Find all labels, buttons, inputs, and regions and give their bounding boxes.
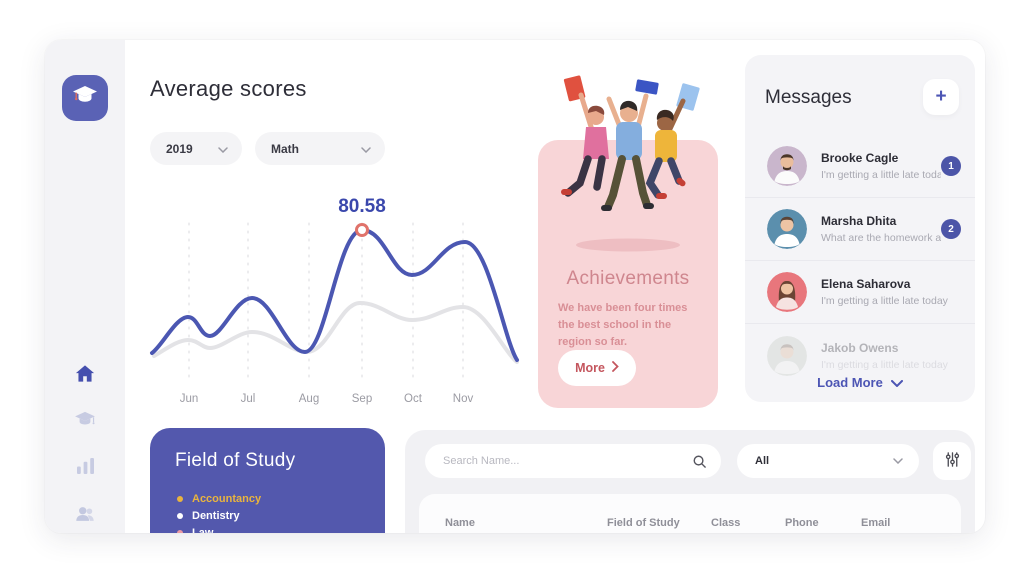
graduation-cap-icon [72,84,98,113]
message-item[interactable]: Jakob Owens I'm getting a little late to… [745,324,975,387]
field-item-law[interactable]: Law [177,524,261,533]
table-header-phone: Phone [785,517,819,529]
field-of-study-list: Accountancy Dentistry Law [177,490,261,533]
chevron-down-icon [890,375,903,390]
svg-text:Aug: Aug [299,393,319,405]
message-preview: I'm getting a little late today [821,295,948,307]
filter-dropdown[interactable]: All [737,444,919,478]
messages-title: Messages [765,87,852,108]
page-title: Average scores [150,76,307,101]
bar-chart-icon [76,457,95,479]
field-item-accountancy[interactable]: Accountancy [177,490,261,507]
year-dropdown[interactable]: 2019 [150,132,242,165]
search-input[interactable] [425,455,692,467]
field-item-dentistry[interactable]: Dentistry [177,507,261,524]
plus-icon: + [935,86,947,107]
students-table-section: All Name Field of Study Class Phone Emai… [405,430,975,533]
filter-dropdown-value: All [755,455,770,467]
year-dropdown-value: 2019 [166,141,193,156]
avatar [767,146,807,186]
chart-annotation-value: 80.58 [338,196,386,217]
achievements-more-button[interactable]: More [558,350,636,386]
subject-dropdown-value: Math [271,141,299,156]
unread-badge: 2 [941,219,961,239]
message-sender: Elena Saharova [821,277,911,291]
legend-dot [177,512,183,519]
table-header-field-of-study: Field of Study [607,517,680,529]
achievements-title: Achievements [566,268,690,289]
message-preview: I'm getting a little late today [821,169,941,181]
chart-series-current [150,227,519,362]
message-sender: Jakob Owens [821,340,899,355]
chart-gridlines [188,222,464,383]
graduation-cap-icon [74,411,96,434]
advanced-filter-button[interactable] [933,442,971,480]
chart-highlight-marker[interactable] [355,223,369,237]
load-more-button[interactable]: Load More [795,375,925,390]
app-window: Average scores 2019 Math [45,40,985,533]
sliders-icon [944,451,961,471]
chevron-down-icon [218,142,228,156]
svg-text:Sep: Sep [352,393,372,405]
table-header-email: Email [861,517,891,529]
message-item[interactable]: Marsha Dhita What are the homework assi.… [745,198,975,261]
messages-list: Brooke Cagle I'm getting a little late t… [745,135,975,387]
message-sender: Marsha Dhita [821,214,897,228]
sidebar-item-students[interactable] [45,498,125,533]
legend-dot [177,495,183,502]
sidebar-item-statistics[interactable] [45,450,125,486]
svg-text:Jul: Jul [241,393,256,405]
sidebar [45,40,125,533]
chevron-right-icon [612,361,619,375]
message-preview: What are the homework assi... [821,232,941,244]
message-item[interactable]: Brooke Cagle I'm getting a little late t… [745,135,975,198]
sidebar-item-home[interactable] [45,358,125,394]
message-item[interactable]: Elena Saharova I'm getting a little late… [745,261,975,324]
new-message-button[interactable]: + [923,79,959,115]
app-logo[interactable] [62,75,108,121]
field-of-study-title: Field of Study [175,450,296,471]
subject-dropdown[interactable]: Math [255,132,385,165]
home-icon [75,364,95,388]
table-header-row: Name Field of Study Class Phone Email [419,494,961,533]
chart-x-axis-labels: Jun Jul Aug Sep Oct Nov [180,393,474,405]
achievements-description: We have been four times the best school … [558,302,688,349]
search-box [425,444,721,478]
svg-text:Jun: Jun [180,393,199,405]
svg-text:Oct: Oct [404,393,423,405]
table-header-name: Name [445,517,475,529]
scores-line-chart: 80.58 Jun Jul Aug Sep Oct Nov [140,190,530,410]
avatar [767,209,807,249]
avatar [767,335,807,376]
chevron-down-icon [361,142,371,156]
users-icon [74,505,96,527]
sidebar-item-courses[interactable] [45,404,125,440]
achievements-card: Achievements We have been four times the… [538,140,718,408]
field-of-study-card: Field of Study Accountancy Dentistry Law [150,428,385,533]
search-icon[interactable] [692,454,721,469]
unread-badge: 1 [941,156,961,176]
messages-panel: Messages + Brooke Cagle I'm getting a [745,55,975,402]
message-preview: I'm getting a little late today [821,358,948,371]
table-header-class: Class [711,517,741,529]
avatar [767,272,807,312]
message-sender: Brooke Cagle [821,151,899,165]
chevron-down-icon [893,455,903,467]
svg-text:Nov: Nov [453,393,474,405]
legend-dot [177,529,183,533]
